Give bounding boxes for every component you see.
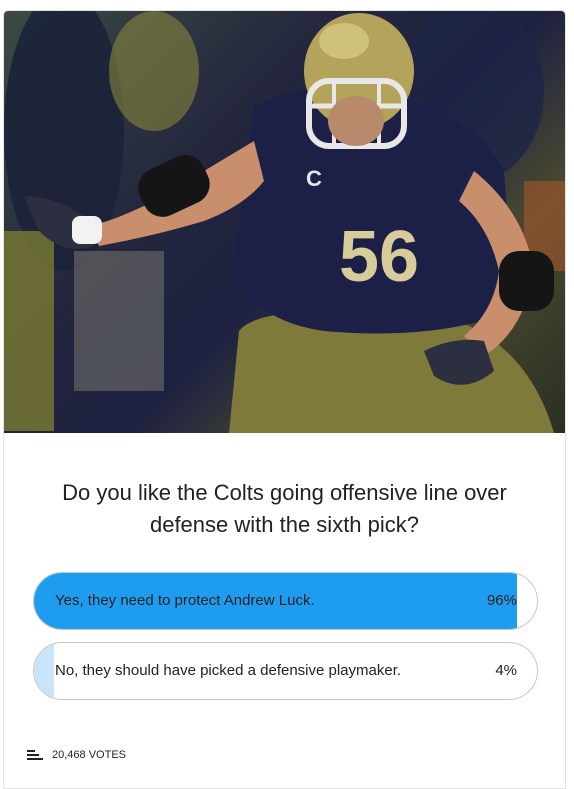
poll-option-yes[interactable]: Yes, they need to protect Andrew Luck. 9… xyxy=(33,572,538,630)
poll-option-fill xyxy=(34,643,55,699)
poll-card: 56 C Do you like the Colts going offensi… xyxy=(3,10,566,789)
poll-option-percent: 4% xyxy=(495,662,517,679)
captain-patch: C xyxy=(306,166,322,191)
football-player-image: 56 C xyxy=(4,11,565,433)
poll-option-label: Yes, they need to protect Andrew Luck. xyxy=(55,592,315,609)
jersey-number: 56 xyxy=(339,217,419,297)
poll-question: Do you like the Colts going offensive li… xyxy=(62,480,507,537)
vote-count-text: 20,468 VOTES xyxy=(52,749,126,761)
poll-photo: 56 C xyxy=(4,11,565,433)
vote-count: 20,468 VOTES xyxy=(27,749,126,761)
poll-option-label: No, they should have picked a defensive … xyxy=(55,662,402,679)
poll-option-percent: 96% xyxy=(486,592,517,609)
poll-option-fill xyxy=(34,573,517,629)
poll-option-no[interactable]: No, they should have picked a defensive … xyxy=(33,642,538,700)
bar-chart-icon xyxy=(27,749,43,761)
